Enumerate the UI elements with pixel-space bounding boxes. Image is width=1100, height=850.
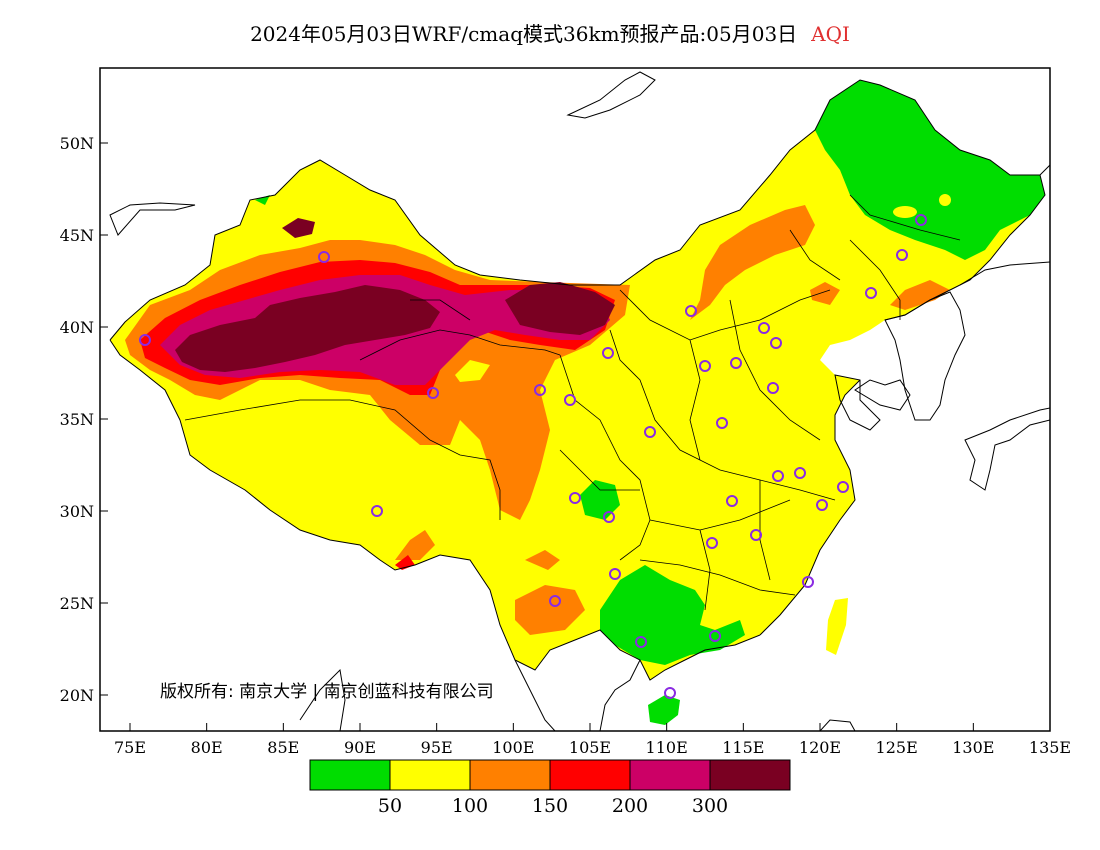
y-tick-label: 45N	[60, 226, 94, 245]
region-moderate-qaidam	[455, 360, 490, 382]
map-field	[109, 71, 1050, 731]
station-marker	[865, 287, 877, 299]
y-axis: 50N 45N 40N 35N 30N 25N 20N	[60, 134, 108, 705]
legend-label: 100	[452, 795, 488, 817]
region-unhealthy-sensitive-liaoning	[890, 280, 950, 310]
station-marker	[896, 249, 908, 261]
legend-label: 300	[692, 795, 728, 817]
x-tick-label: 100E	[492, 738, 534, 757]
region-unhealthy-sensitive-tibet	[395, 530, 435, 560]
station-marker	[794, 467, 806, 479]
station-marker	[767, 382, 779, 394]
legend-swatch	[389, 759, 471, 791]
station-marker	[915, 214, 927, 226]
x-tick-label: 110E	[646, 738, 688, 757]
station-marker	[758, 322, 770, 334]
region-hazardous-taklamakan	[175, 285, 440, 372]
station-marker	[816, 499, 828, 511]
station-marker	[139, 334, 151, 346]
province-borders	[184, 194, 961, 611]
station-marker	[802, 576, 814, 588]
station-marker	[371, 505, 383, 517]
station-marker	[427, 387, 439, 399]
x-tick-label: 80E	[191, 738, 223, 757]
x-tick-label: 85E	[267, 738, 299, 757]
legend-swatch	[469, 759, 551, 791]
station-marker	[837, 481, 849, 493]
x-tick-label: 90E	[344, 738, 376, 757]
station-marker	[730, 357, 742, 369]
station-marker	[635, 636, 647, 648]
country-border	[109, 79, 1046, 681]
region-unhealthy-sensitive-yunnan	[525, 550, 560, 570]
region-unhealthy-sensitive-north	[690, 205, 815, 320]
station-marker	[564, 394, 576, 406]
station-markers	[139, 214, 927, 699]
region-unhealthy-sensitive-southwest	[515, 585, 585, 635]
x-tick-label: 135E	[1029, 738, 1071, 757]
region-unhealthy-sensitive-northeast	[810, 282, 840, 305]
station-marker	[750, 529, 762, 541]
station-marker	[609, 568, 621, 580]
station-marker	[549, 595, 561, 607]
station-marker	[716, 417, 728, 429]
legend-swatch	[629, 759, 711, 791]
region-moderate-taiwan	[826, 598, 848, 655]
legend-label: 200	[612, 795, 648, 817]
station-marker	[726, 495, 738, 507]
x-tick-label: 95E	[421, 738, 453, 757]
station-marker	[569, 492, 581, 504]
y-tick-label: 40N	[60, 318, 94, 337]
station-marker	[770, 337, 782, 349]
region-hazardous-gobi	[505, 282, 615, 335]
y-tick-label: 20N	[60, 686, 94, 705]
title-variable: AQI	[811, 22, 850, 46]
station-marker	[699, 360, 711, 372]
legend-label: 150	[532, 795, 568, 817]
legend-swatch	[549, 759, 631, 791]
region-hazardous-junggar	[282, 218, 315, 238]
x-tick-label: 115E	[722, 738, 764, 757]
station-marker	[603, 511, 615, 523]
x-tick-label: 105E	[569, 738, 611, 757]
station-marker	[685, 305, 697, 317]
station-marker	[709, 630, 721, 642]
legend-swatch	[309, 759, 391, 791]
region-moderate-spot	[939, 194, 951, 206]
region-good-northeast	[815, 80, 1045, 260]
color-legend: 50 100 150 200 300	[309, 759, 791, 817]
region-good-northwest	[255, 195, 270, 205]
x-axis: 75E 80E 85E 90E 95E 100E 105E 110E 115E 120E 125E 1…	[114, 723, 1071, 757]
map-frame	[99, 67, 1051, 732]
station-marker	[664, 687, 676, 699]
legend-label: 50	[378, 795, 402, 817]
y-tick-label: 35N	[60, 410, 94, 429]
station-marker	[772, 470, 784, 482]
copyright-text: 版权所有: 南京大学 | 南京创蓝科技有限公司	[160, 682, 494, 702]
station-marker	[534, 384, 546, 396]
region-good-hainan	[648, 695, 680, 725]
region-moderate-spot	[893, 206, 917, 218]
station-marker	[318, 251, 330, 263]
x-tick-label: 120E	[799, 738, 841, 757]
station-marker	[602, 347, 614, 359]
x-tick-label: 75E	[114, 738, 146, 757]
y-tick-label: 30N	[60, 502, 94, 521]
x-tick-label: 130E	[952, 738, 994, 757]
title-main: 2024年05月03日WRF/cmaq模式36km预报产品:05月03日	[250, 22, 798, 46]
legend-swatch	[709, 759, 791, 791]
station-marker	[644, 426, 656, 438]
y-tick-label: 25N	[60, 594, 94, 613]
x-tick-label: 125E	[876, 738, 918, 757]
station-marker	[706, 537, 718, 549]
map-title: 2024年05月03日WRF/cmaq模式36km预报产品:05月03日 AQI	[0, 18, 1100, 47]
y-tick-label: 50N	[60, 134, 94, 153]
